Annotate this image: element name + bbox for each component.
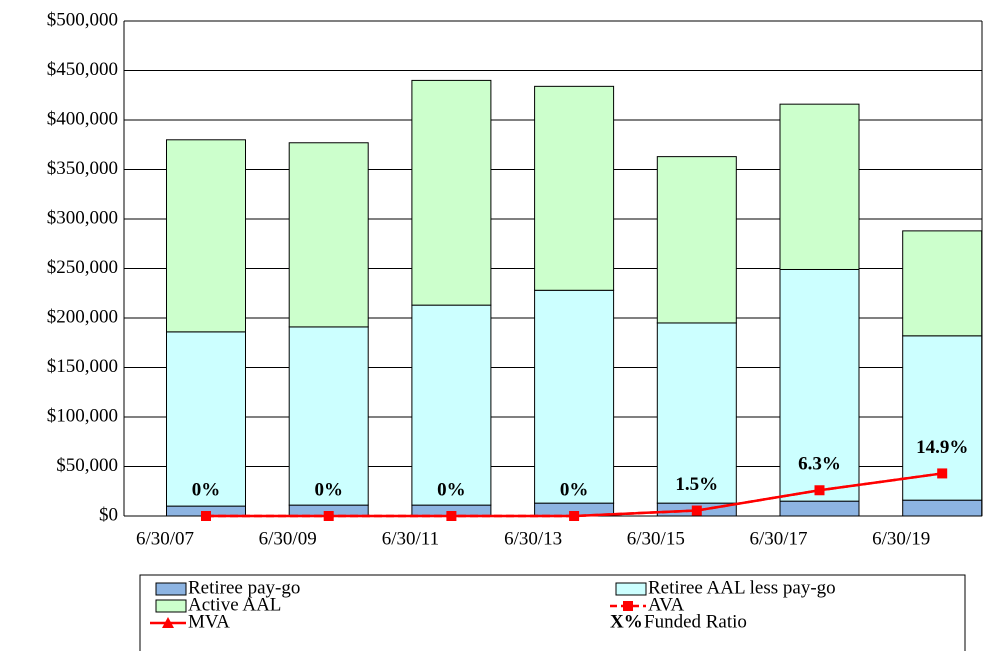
y-tick-label: $250,000 bbox=[47, 257, 118, 278]
bar-segment bbox=[902, 230, 983, 337]
x-tick-label: 6/30/11 bbox=[382, 528, 439, 549]
funded-ratio-label: 0% bbox=[560, 479, 589, 500]
y-tick-label: $300,000 bbox=[47, 207, 118, 228]
funded-ratio-label: 6.3% bbox=[798, 454, 841, 475]
legend-marker bbox=[623, 601, 633, 611]
bar-segment bbox=[779, 103, 860, 270]
legend-key-text: X% bbox=[610, 611, 643, 632]
y-tick-label: $100,000 bbox=[47, 405, 118, 426]
bar-segment bbox=[166, 331, 246, 507]
legend-label: MVA bbox=[188, 611, 230, 632]
bar-segment bbox=[288, 326, 369, 506]
x-tick-label: 6/30/15 bbox=[627, 528, 685, 549]
bar-segment bbox=[779, 500, 860, 517]
legend-key bbox=[155, 582, 187, 596]
legend-label: Retiree pay-go bbox=[188, 577, 300, 598]
bar-segment bbox=[411, 79, 492, 306]
y-tick-label: $150,000 bbox=[47, 356, 118, 377]
legend-label: AVA bbox=[648, 594, 685, 615]
line-mva bbox=[206, 472, 943, 518]
legend-label: Funded Ratio bbox=[644, 611, 747, 632]
legend-box bbox=[139, 574, 966, 651]
legend-label: Retiree AAL less pay-go bbox=[648, 577, 836, 598]
x-tick-label: 6/30/13 bbox=[504, 528, 562, 549]
funded-ratio-label: 0% bbox=[314, 479, 343, 500]
x-tick-label: 6/30/19 bbox=[872, 528, 930, 549]
bar-segment bbox=[411, 304, 492, 506]
x-tick-label: 6/30/09 bbox=[259, 528, 317, 549]
bar-segment bbox=[656, 322, 737, 504]
x-tick-label: 6/30/07 bbox=[136, 528, 194, 549]
y-tick-label: $200,000 bbox=[47, 306, 118, 327]
legend-marker bbox=[162, 617, 174, 628]
y-tick-label: $500,000 bbox=[47, 9, 118, 30]
x-tick-label: 6/30/17 bbox=[749, 528, 807, 549]
bar-segment bbox=[656, 156, 737, 324]
legend-key bbox=[155, 599, 187, 613]
y-tick-label: $400,000 bbox=[47, 108, 118, 129]
funded-ratio-label: 1.5% bbox=[675, 474, 718, 495]
bar-segment bbox=[288, 142, 369, 328]
bar-segment bbox=[902, 499, 983, 517]
funded-ratio-label: 0% bbox=[192, 479, 221, 500]
bar-segment bbox=[534, 289, 615, 504]
y-tick-label: $50,000 bbox=[56, 455, 118, 476]
bar-segment bbox=[534, 85, 615, 291]
funded-ratio-label: 0% bbox=[437, 479, 466, 500]
y-tick-label: $350,000 bbox=[47, 158, 118, 179]
legend-key bbox=[615, 582, 647, 596]
legend-label: Active AAL bbox=[188, 594, 281, 615]
funded-ratio-label: 14.9% bbox=[916, 437, 968, 458]
bar-segment bbox=[166, 139, 246, 333]
y-tick-label: $0 bbox=[99, 504, 118, 525]
y-tick-label: $450,000 bbox=[47, 59, 118, 80]
